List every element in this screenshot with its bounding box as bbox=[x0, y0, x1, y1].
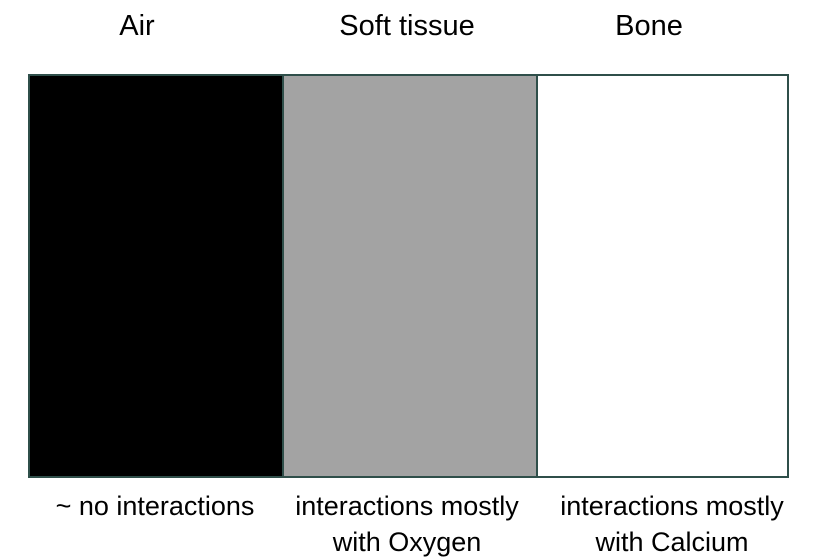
air-caption-line1: ~ no interactions bbox=[55, 491, 255, 521]
bone-heading: Bone bbox=[615, 10, 683, 42]
soft-tissue-caption-line2: with Oxygen bbox=[332, 527, 482, 557]
soft-tissue-heading: Soft tissue bbox=[339, 10, 475, 42]
air-panel bbox=[28, 74, 284, 478]
soft-tissue-caption-line1: interactions mostly bbox=[295, 491, 519, 521]
air-caption: ~ no interactions bbox=[10, 488, 300, 524]
bone-panel bbox=[536, 74, 789, 478]
soft-tissue-caption: interactions mostly with Oxygen bbox=[272, 488, 542, 560]
bone-caption: interactions mostly with Calcium bbox=[537, 488, 807, 560]
bone-caption-line2: with Calcium bbox=[595, 527, 749, 557]
air-heading: Air bbox=[119, 10, 155, 42]
bone-caption-line1: interactions mostly bbox=[560, 491, 784, 521]
soft-tissue-panel bbox=[282, 74, 538, 478]
